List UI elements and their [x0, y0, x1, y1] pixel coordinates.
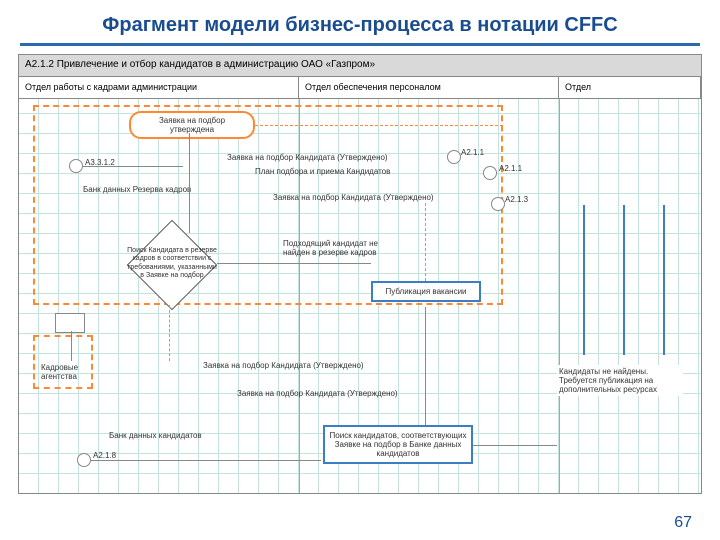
- ref-4: A2.1.3: [505, 195, 528, 204]
- label-8: Заявка на подбор Кандидата (Утверждено): [237, 389, 398, 398]
- connector-3: [483, 166, 497, 180]
- diagram-header: A2.1.2 Привлечение и отбор кандидатов в …: [19, 55, 701, 77]
- lane-2: Отдел обеспечения персоналом: [299, 77, 559, 98]
- label-5: Подходящий кандидат не найден в резерве …: [283, 239, 403, 257]
- note-right: Кандидаты не найдены. Требуется публикац…: [557, 365, 683, 396]
- label-1: Заявка на подбор Кандидата (Утверждено): [227, 153, 388, 162]
- ref-2: A2.1.1: [461, 148, 484, 157]
- connector-5: [77, 453, 91, 467]
- label-6: Кадровые агентства: [41, 363, 87, 381]
- blue-v2: [623, 205, 625, 355]
- label-2: План подбора и приема Кандидатов: [255, 167, 390, 176]
- publication-box: Публикация вакансии: [371, 281, 481, 302]
- cffc-diagram: A2.1.2 Привлечение и отбор кандидатов в …: [18, 54, 702, 494]
- arrow-v3: [71, 331, 72, 361]
- search-box: Поиск кандидатов, соответствующих Заявке…: [323, 425, 473, 464]
- small-rect-1: [55, 313, 85, 333]
- lane-1: Отдел работы с кадрами администрации: [19, 77, 299, 98]
- label-4: Банк данных Резерва кадров: [83, 185, 191, 194]
- start-node: Заявка на подбор утверждена: [129, 111, 255, 139]
- connector-1: [69, 159, 83, 173]
- arrow-d3: [169, 305, 170, 361]
- page-title: Фрагмент модели бизнес-процесса в нотаци…: [0, 0, 720, 43]
- connector-4: [491, 197, 505, 211]
- ref-5: A2.1.8: [93, 451, 116, 460]
- arrow-h2: [217, 263, 371, 264]
- diamond-text: Поиск Кандидата в резерве кадров в соотв…: [127, 247, 217, 281]
- title-underline: [20, 43, 700, 46]
- ref-3: A2.1.1: [499, 164, 522, 173]
- arrow-d2: [425, 203, 426, 281]
- label-3: Заявка на подбор Кандидата (Утверждено): [273, 193, 434, 202]
- arrow-h3: [91, 460, 321, 461]
- connector-2: [447, 150, 461, 164]
- arrow-h1: [83, 166, 183, 167]
- lane-divider-2: [559, 99, 560, 493]
- arrow-v1: [189, 133, 190, 233]
- decision-diamond: Поиск Кандидата в резерве кадров в соотв…: [127, 233, 217, 293]
- blue-v1: [583, 205, 585, 355]
- blue-v3: [663, 205, 665, 355]
- arrow-v2: [425, 307, 426, 425]
- label-7: Заявка на подбор Кандидата (Утверждено): [203, 361, 364, 370]
- page-number: 67: [674, 514, 692, 532]
- lane-row: Отдел работы с кадрами администрации Отд…: [19, 77, 701, 99]
- arrow-d1: [255, 125, 503, 126]
- arrow-h4: [473, 445, 557, 446]
- dashed-region-1: [33, 105, 503, 305]
- label-9: Банк данных кандидатов: [109, 431, 202, 440]
- lane-3: Отдел: [559, 77, 701, 98]
